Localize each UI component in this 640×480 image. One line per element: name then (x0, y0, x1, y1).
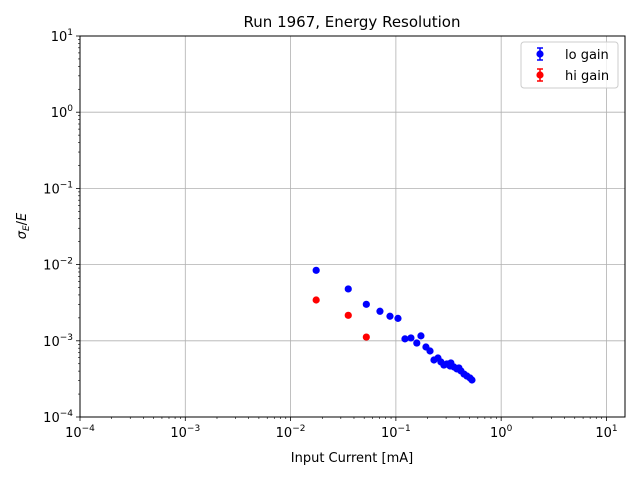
legend: lo gain hi gain (520, 41, 619, 89)
series-lo-gain (312, 266, 476, 384)
data-point (468, 376, 476, 384)
data-point (417, 332, 425, 340)
x-axis-label: Input Current [mA] (291, 451, 413, 466)
data-point (376, 307, 384, 315)
legend-label: lo gain (565, 48, 609, 63)
data-point (401, 335, 409, 343)
legend-item: lo gain (536, 47, 609, 63)
x-tick-label: 101 (595, 424, 617, 441)
data-point (362, 333, 370, 341)
x-tick-label: 10−2 (276, 424, 306, 441)
x-tick-label: 10−1 (381, 424, 411, 441)
data-point (407, 334, 415, 342)
data-point (426, 347, 434, 355)
data-point (312, 266, 320, 274)
axes-frame (79, 35, 626, 418)
data-point (394, 314, 402, 322)
y-tick-label: 101 (51, 28, 73, 45)
grid (79, 35, 625, 418)
legend-item: hi gain (536, 68, 609, 84)
x-tick-label: 100 (490, 424, 513, 441)
y-tick-label: 10−2 (43, 257, 73, 274)
marker-icon (536, 50, 544, 58)
series-hi-gain (312, 296, 370, 341)
x-tick-label: 10−4 (65, 424, 95, 441)
x-tick-label: 10−3 (170, 424, 200, 441)
y-axis-label: σE/E (15, 212, 32, 239)
data-point (312, 296, 320, 304)
legend-box (520, 41, 619, 89)
data-point (386, 312, 394, 320)
data-point (344, 285, 352, 293)
marker-icon (536, 71, 544, 79)
legend-label: hi gain (565, 69, 609, 84)
data-point (344, 311, 352, 319)
ticks: 10−4 10−3 10−2 10−1 100 101 10−4 10−3 10−2 10−1 10… (43, 28, 617, 441)
y-tick-label: 10−3 (43, 333, 73, 350)
data-point (413, 339, 421, 347)
data-point (362, 300, 370, 308)
y-tick-label: 10−1 (43, 180, 73, 197)
y-tick-label: 100 (51, 104, 74, 121)
chart-title: Run 1967, Energy Resolution (244, 13, 461, 31)
data-points (312, 266, 476, 384)
y-tick-label: 10−4 (43, 409, 73, 426)
